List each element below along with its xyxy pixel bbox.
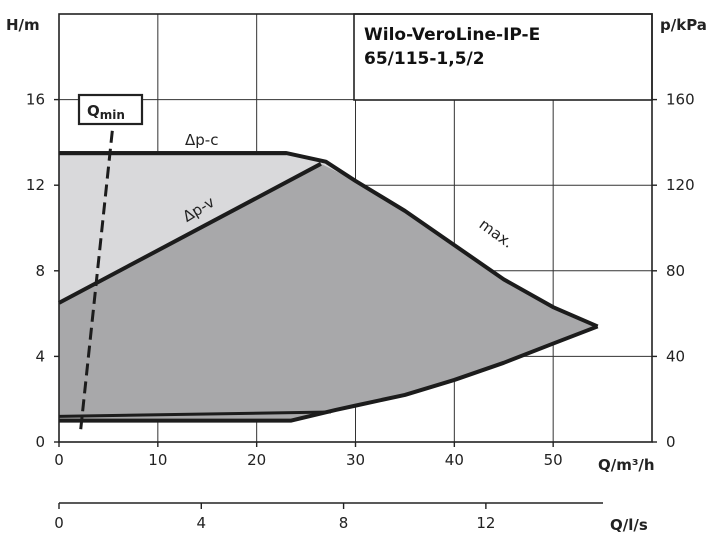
title-box: Wilo-VeroLine-IP-E 65/115-1,5/2	[353, 13, 653, 101]
x2-tick-label: 8	[339, 514, 349, 532]
x-tick-label: 0	[54, 451, 64, 469]
y-right-tick-label: 160	[666, 91, 695, 109]
x-axis-label-secondary: Q/l/s	[610, 516, 648, 533]
y-tick-label: 0	[35, 433, 45, 451]
operating-areas	[59, 153, 598, 421]
axis-labels: H/m p/kPa Q/m³/h Q/l/s	[6, 16, 707, 533]
y-tick-label: 4	[35, 347, 45, 365]
area-dp-v	[59, 163, 598, 421]
curve-qmin	[79, 120, 115, 430]
curve-dp-v	[58, 162, 322, 305]
max-label: max.	[476, 215, 517, 252]
y-right-tick-label: 120	[666, 176, 695, 194]
qmin-label-main: Q	[87, 102, 100, 120]
x-axis-label: Q/m³/h	[598, 456, 655, 474]
dp-c-label: Δp-c	[185, 131, 218, 149]
title-box-frame	[353, 13, 653, 101]
y-axis-label-right: p/kPa	[660, 16, 707, 34]
curve-max	[59, 151, 599, 329]
title-line-1: Wilo-VeroLine-IP-E	[364, 25, 540, 45]
qmin-label: Qmin	[87, 102, 125, 122]
x-tick-label: 10	[148, 451, 167, 469]
x2-tick-label: 4	[197, 514, 207, 532]
x-tick-label: 40	[445, 451, 464, 469]
y-right-tick-label: 40	[666, 347, 685, 365]
curve-min-speed	[58, 410, 331, 418]
y-tick-label: 12	[26, 176, 45, 194]
title-line-2: 65/115-1,5/2	[364, 49, 485, 69]
qmin-label-box	[77, 93, 144, 126]
y-right-tick-label: 80	[666, 262, 685, 280]
y-tick-label: 8	[35, 262, 45, 280]
curves	[58, 120, 599, 430]
x-tick-label: 50	[544, 451, 563, 469]
curve-min	[59, 324, 599, 423]
x2-tick-label: 0	[54, 514, 64, 532]
x-tick-label: 20	[247, 451, 266, 469]
y-tick-label: 16	[26, 91, 45, 109]
y-right-tick-label: 0	[666, 433, 676, 451]
qmin-label-sub: min	[100, 108, 125, 122]
x-tick-label: 30	[346, 451, 365, 469]
x2-tick-label: 12	[476, 514, 495, 532]
y-axis-label: H/m	[6, 16, 40, 34]
